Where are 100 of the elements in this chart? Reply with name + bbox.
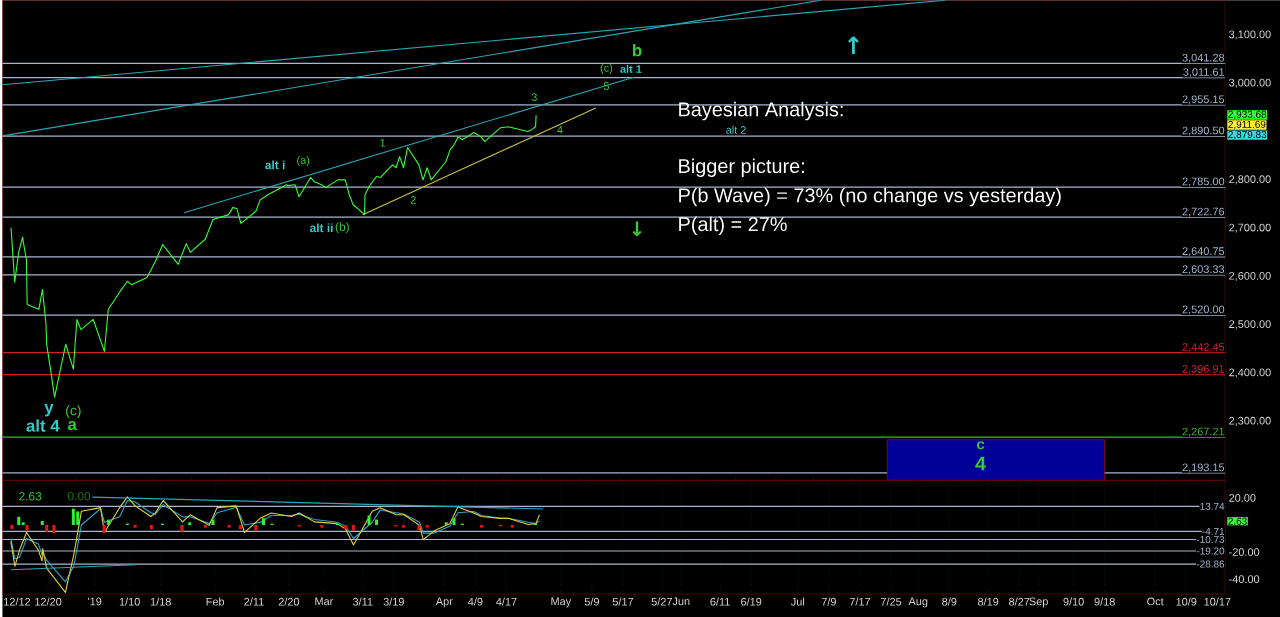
annotation: Bayesian Analysis: — [679, 101, 843, 121]
bar — [76, 511, 80, 525]
x-tick-label: 9/18 — [1094, 597, 1115, 606]
bar — [40, 520, 44, 525]
x-tick-label: 3/19 — [383, 597, 404, 606]
annotation: P(b Wave) = 73% (no change vs yesterday) — [679, 187, 1061, 207]
ref-line-label: 2,267.21 — [1182, 427, 1225, 437]
ref-line-label: 2,442.45 — [1182, 343, 1225, 353]
ref-line-label: 3,011.61 — [1183, 68, 1225, 78]
x-tick-label: Jul — [790, 597, 805, 606]
bar — [320, 524, 324, 528]
ref-line-label: 2,955.15 — [1182, 95, 1225, 105]
annotation: alt 4 — [26, 419, 60, 432]
bar — [188, 522, 192, 525]
annotation: 4 — [975, 456, 986, 471]
annotation: alt 2 — [726, 125, 746, 134]
annotation: (a) — [297, 155, 310, 167]
bar — [401, 524, 405, 528]
annotation: alt ii — [309, 223, 333, 233]
x-tick-label: 8/9 — [942, 597, 957, 606]
bar — [344, 524, 348, 530]
x-tick-label: 5/27 — [651, 597, 672, 606]
x-tick-label: 10/17 — [1204, 597, 1231, 606]
ref-line-label: 13.74 — [1200, 502, 1225, 510]
ref-line-label: 2,785.00 — [1182, 177, 1225, 187]
annotation: 1 — [380, 139, 386, 147]
x-tick-label: 5/17 — [612, 597, 634, 606]
x-tick-label: 7/17 — [849, 597, 871, 606]
x-tick-label: 7/25 — [880, 597, 902, 606]
x-tick-label: 9/10 — [1063, 597, 1084, 606]
line-series — [10, 114, 537, 398]
ref-line-label: -10.73 — [1196, 536, 1225, 544]
ref-line-label: 2,603.33 — [1182, 265, 1225, 275]
y-tick-label: 2,600.00 — [1229, 271, 1271, 281]
annotation: ↑ — [848, 36, 859, 55]
ref-line-label: 2,396.91 — [1182, 365, 1225, 375]
bar — [351, 524, 355, 531]
bar — [52, 524, 56, 534]
text: 2.63 — [1228, 517, 1247, 525]
x-tick-label: 8/19 — [977, 597, 999, 606]
ref-line-label: 2,520.00 — [1182, 305, 1225, 315]
ref-line-label: -19.20 — [1196, 547, 1225, 555]
bar — [254, 524, 258, 531]
bar — [71, 508, 75, 525]
annotation: 4 — [557, 126, 563, 134]
x-tick-label: Aug — [908, 597, 928, 608]
text: 2,879.83 — [1228, 131, 1267, 140]
x-tick-label: 12/12 — [4, 597, 31, 606]
y-tick-label: 2,400.00 — [1229, 368, 1271, 378]
x-tick-label: 2/11 — [244, 597, 264, 606]
x-tick-label: 4/17 — [496, 597, 517, 606]
bar — [107, 519, 111, 525]
bar — [367, 515, 371, 525]
bar — [102, 524, 106, 534]
annotation: (b) — [335, 222, 349, 234]
bar — [480, 524, 484, 528]
text: 2,911.69 — [1228, 120, 1266, 130]
annotation: ↓ — [632, 221, 642, 236]
annotation: c — [977, 441, 985, 450]
annotation: b — [632, 43, 642, 57]
annotation: a — [67, 420, 77, 431]
bar — [17, 516, 21, 525]
annotation: alt i — [265, 160, 285, 170]
bar — [375, 519, 378, 525]
y-tick-label: 3,100.00 — [1229, 30, 1271, 40]
text: 2,933.68 — [1228, 110, 1267, 120]
x-tick-label: 4/9 — [468, 597, 483, 606]
ref-line-label: 2,890.50 — [1182, 126, 1225, 136]
ref-line-label: 2,193.15 — [1182, 463, 1225, 473]
x-tick-label: 5/9 — [584, 597, 600, 606]
annotation: P(alt) = 27% — [679, 216, 787, 236]
x-tick-label: 2/20 — [278, 597, 300, 606]
x-tick-label: 6/11 — [710, 597, 730, 606]
annotation: 2 — [410, 196, 416, 204]
ref-line-label: 3,041.28 — [1182, 53, 1225, 63]
bar — [21, 522, 25, 525]
x-tick-label: Oct — [1147, 597, 1164, 606]
bar — [149, 524, 153, 530]
x-tick-label: 8/27 — [1009, 597, 1030, 606]
bar — [45, 524, 49, 532]
y-tick-label: 20.00 — [1229, 494, 1256, 502]
bar — [25, 524, 29, 531]
x-tick-label: May — [551, 597, 572, 608]
y-tick-label: 2,500.00 — [1229, 320, 1271, 330]
ref-line-label: -4.71 — [1202, 527, 1225, 535]
bar — [262, 518, 266, 525]
annotation: (c) — [600, 63, 613, 74]
bar — [227, 524, 231, 528]
ref-line-label: 2,640.75 — [1182, 247, 1225, 257]
annotation: 2.63 — [19, 491, 42, 501]
annotation: alt 1 — [620, 64, 642, 73]
x-tick-label: 7/9 — [821, 597, 836, 606]
y-tick-label: 2,800.00 — [1229, 175, 1271, 185]
y-tick-label: 2,300.00 — [1229, 416, 1271, 426]
x-tick-label: '19 — [88, 597, 102, 606]
bar — [444, 522, 448, 525]
bar — [211, 519, 215, 525]
x-tick-label: 1/18 — [150, 597, 171, 606]
bar — [203, 524, 207, 528]
annotation: 0.00 — [67, 491, 91, 501]
